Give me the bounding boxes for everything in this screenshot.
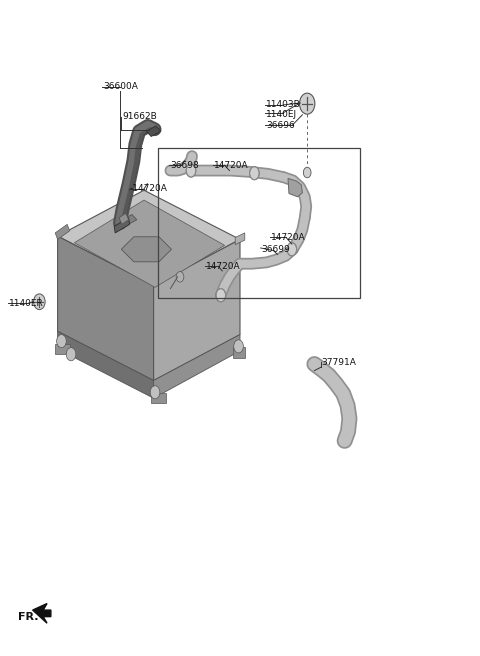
Text: 36600A: 36600A (103, 82, 138, 91)
Text: -14720A: -14720A (130, 184, 168, 194)
Polygon shape (233, 347, 245, 358)
Polygon shape (151, 393, 166, 403)
Text: 37791A: 37791A (322, 358, 357, 367)
Polygon shape (33, 604, 51, 623)
Polygon shape (146, 126, 161, 136)
Polygon shape (119, 213, 129, 224)
Circle shape (66, 348, 76, 361)
Polygon shape (288, 178, 302, 197)
Circle shape (300, 93, 315, 114)
Circle shape (186, 164, 196, 177)
Text: 11403B: 11403B (266, 100, 301, 110)
Polygon shape (121, 237, 171, 262)
Polygon shape (74, 200, 225, 287)
Text: 36696: 36696 (266, 121, 295, 131)
Text: 1140EJ: 1140EJ (266, 110, 298, 119)
Circle shape (250, 167, 259, 180)
Circle shape (57, 335, 66, 348)
Circle shape (150, 386, 160, 399)
Circle shape (216, 289, 226, 302)
Polygon shape (154, 239, 240, 380)
Polygon shape (114, 218, 130, 233)
Circle shape (287, 243, 297, 256)
Text: FR.: FR. (18, 611, 39, 622)
Circle shape (176, 272, 184, 282)
Text: 1140ER: 1140ER (9, 298, 43, 308)
Bar (158, 148, 360, 298)
Text: 14720A: 14720A (271, 233, 306, 242)
Polygon shape (55, 224, 70, 239)
Polygon shape (235, 233, 245, 245)
Polygon shape (122, 215, 137, 225)
Polygon shape (55, 344, 70, 354)
Text: 36698: 36698 (170, 161, 199, 170)
Circle shape (34, 294, 45, 310)
Polygon shape (154, 335, 240, 398)
Polygon shape (58, 190, 240, 285)
Text: 14720A: 14720A (214, 161, 248, 170)
Polygon shape (58, 331, 154, 398)
Text: 36699: 36699 (262, 245, 290, 254)
Polygon shape (58, 236, 154, 380)
Text: 14720A: 14720A (206, 262, 241, 271)
Circle shape (303, 167, 311, 178)
Circle shape (234, 340, 243, 353)
Text: 91662B: 91662B (122, 112, 157, 121)
